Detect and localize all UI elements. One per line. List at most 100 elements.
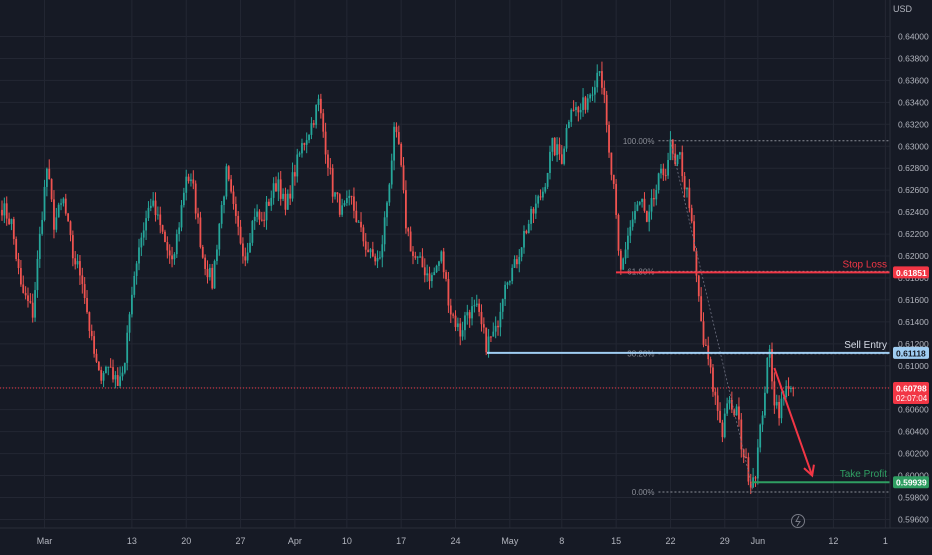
candle-body	[81, 275, 84, 285]
candle-body	[790, 387, 792, 389]
candle-body	[289, 193, 292, 199]
candle-body	[638, 201, 641, 205]
candle-body	[584, 97, 587, 110]
candle-body	[648, 211, 651, 222]
candle-body	[379, 257, 381, 259]
candle-body	[565, 127, 568, 149]
candle-body	[303, 143, 306, 145]
price-tick-label: 0.63600	[898, 75, 929, 85]
candle-body	[733, 409, 736, 416]
candle-body	[131, 294, 133, 315]
candle-body	[704, 344, 707, 346]
candle-body	[530, 208, 532, 224]
candle-body	[230, 179, 233, 192]
candle-body	[567, 121, 570, 128]
candle-body	[149, 205, 152, 208]
candle-body	[478, 303, 481, 312]
candle-body	[36, 258, 39, 291]
candle-body	[735, 406, 738, 416]
candle-body	[546, 172, 549, 187]
candle-body	[232, 191, 235, 204]
candle-body	[780, 398, 783, 419]
candle-body	[721, 422, 724, 438]
candle-body	[464, 315, 466, 331]
candle-body	[45, 168, 48, 187]
candle-body	[402, 165, 405, 191]
candle-body	[194, 183, 197, 214]
candle-body	[643, 198, 646, 211]
candle-body	[497, 325, 499, 328]
fib-level-label: 0.00%	[632, 488, 655, 497]
candle-body	[121, 372, 124, 377]
candle-body	[516, 259, 518, 265]
time-tick-label: 15	[611, 536, 621, 546]
candle-body	[608, 124, 610, 153]
candle-body	[76, 261, 79, 265]
candle-body	[645, 210, 648, 222]
candle-body	[619, 250, 622, 270]
candle-body	[419, 256, 421, 258]
candle-body	[612, 174, 615, 184]
candle-body	[501, 299, 504, 312]
price-tick-label: 0.60000	[898, 471, 929, 481]
candle-body	[34, 290, 36, 318]
candle-body	[95, 353, 98, 362]
candle-body	[678, 152, 681, 155]
candle-body	[504, 284, 507, 300]
candle-body	[86, 297, 88, 313]
candle-body	[185, 176, 188, 193]
candle-body	[381, 244, 384, 258]
candle-body	[199, 217, 202, 247]
candle-body	[775, 401, 778, 406]
candle-body	[301, 143, 303, 154]
candle-body	[67, 213, 70, 222]
time-tick-label: 1	[883, 536, 888, 546]
candle-body	[723, 413, 726, 438]
candle-body	[338, 194, 341, 215]
time-tick-label: May	[501, 536, 519, 546]
candle-body	[745, 456, 747, 458]
candle-body	[747, 457, 750, 482]
candle-body	[74, 258, 77, 265]
candle-body	[225, 166, 228, 197]
countdown-label: 02:07:04	[896, 394, 928, 403]
candle-body	[702, 321, 705, 345]
candle-body	[187, 176, 190, 182]
candle-body	[128, 314, 131, 333]
candle-body	[376, 258, 379, 262]
candle-body	[617, 214, 620, 251]
candle-body	[237, 215, 240, 227]
candle-body	[435, 265, 438, 273]
candle-body	[598, 71, 601, 73]
take-profit-tag	[893, 476, 929, 489]
candle-body	[126, 332, 129, 363]
fib-level-label: 38.20%	[627, 350, 654, 359]
candle-body	[671, 139, 674, 154]
candle-body	[19, 268, 22, 285]
candle-body	[161, 225, 164, 232]
candle-body	[556, 144, 558, 156]
candle-body	[726, 403, 729, 414]
candle-body	[256, 211, 258, 217]
price-tick-label: 0.62000	[898, 251, 929, 261]
candle-body	[792, 387, 795, 389]
candle-body	[520, 247, 523, 257]
currency-label[interactable]: USD	[892, 4, 912, 14]
candle-body	[386, 202, 388, 218]
candle-body	[560, 154, 563, 164]
fib-level-label: 100.00%	[623, 137, 655, 146]
candle-body	[364, 241, 367, 250]
stop-loss-label: Stop Loss	[843, 259, 887, 270]
candle-body	[41, 219, 44, 234]
candle-body	[579, 110, 582, 113]
take-profit-tag-label: 0.59939	[896, 478, 927, 488]
candle-body	[480, 311, 483, 325]
candle-body	[310, 123, 313, 135]
lightning-icon[interactable]	[791, 514, 805, 528]
candle-body	[761, 415, 764, 425]
candle-body	[539, 196, 542, 198]
candle-body	[636, 204, 639, 211]
price-tick-label: 0.59600	[898, 514, 929, 524]
